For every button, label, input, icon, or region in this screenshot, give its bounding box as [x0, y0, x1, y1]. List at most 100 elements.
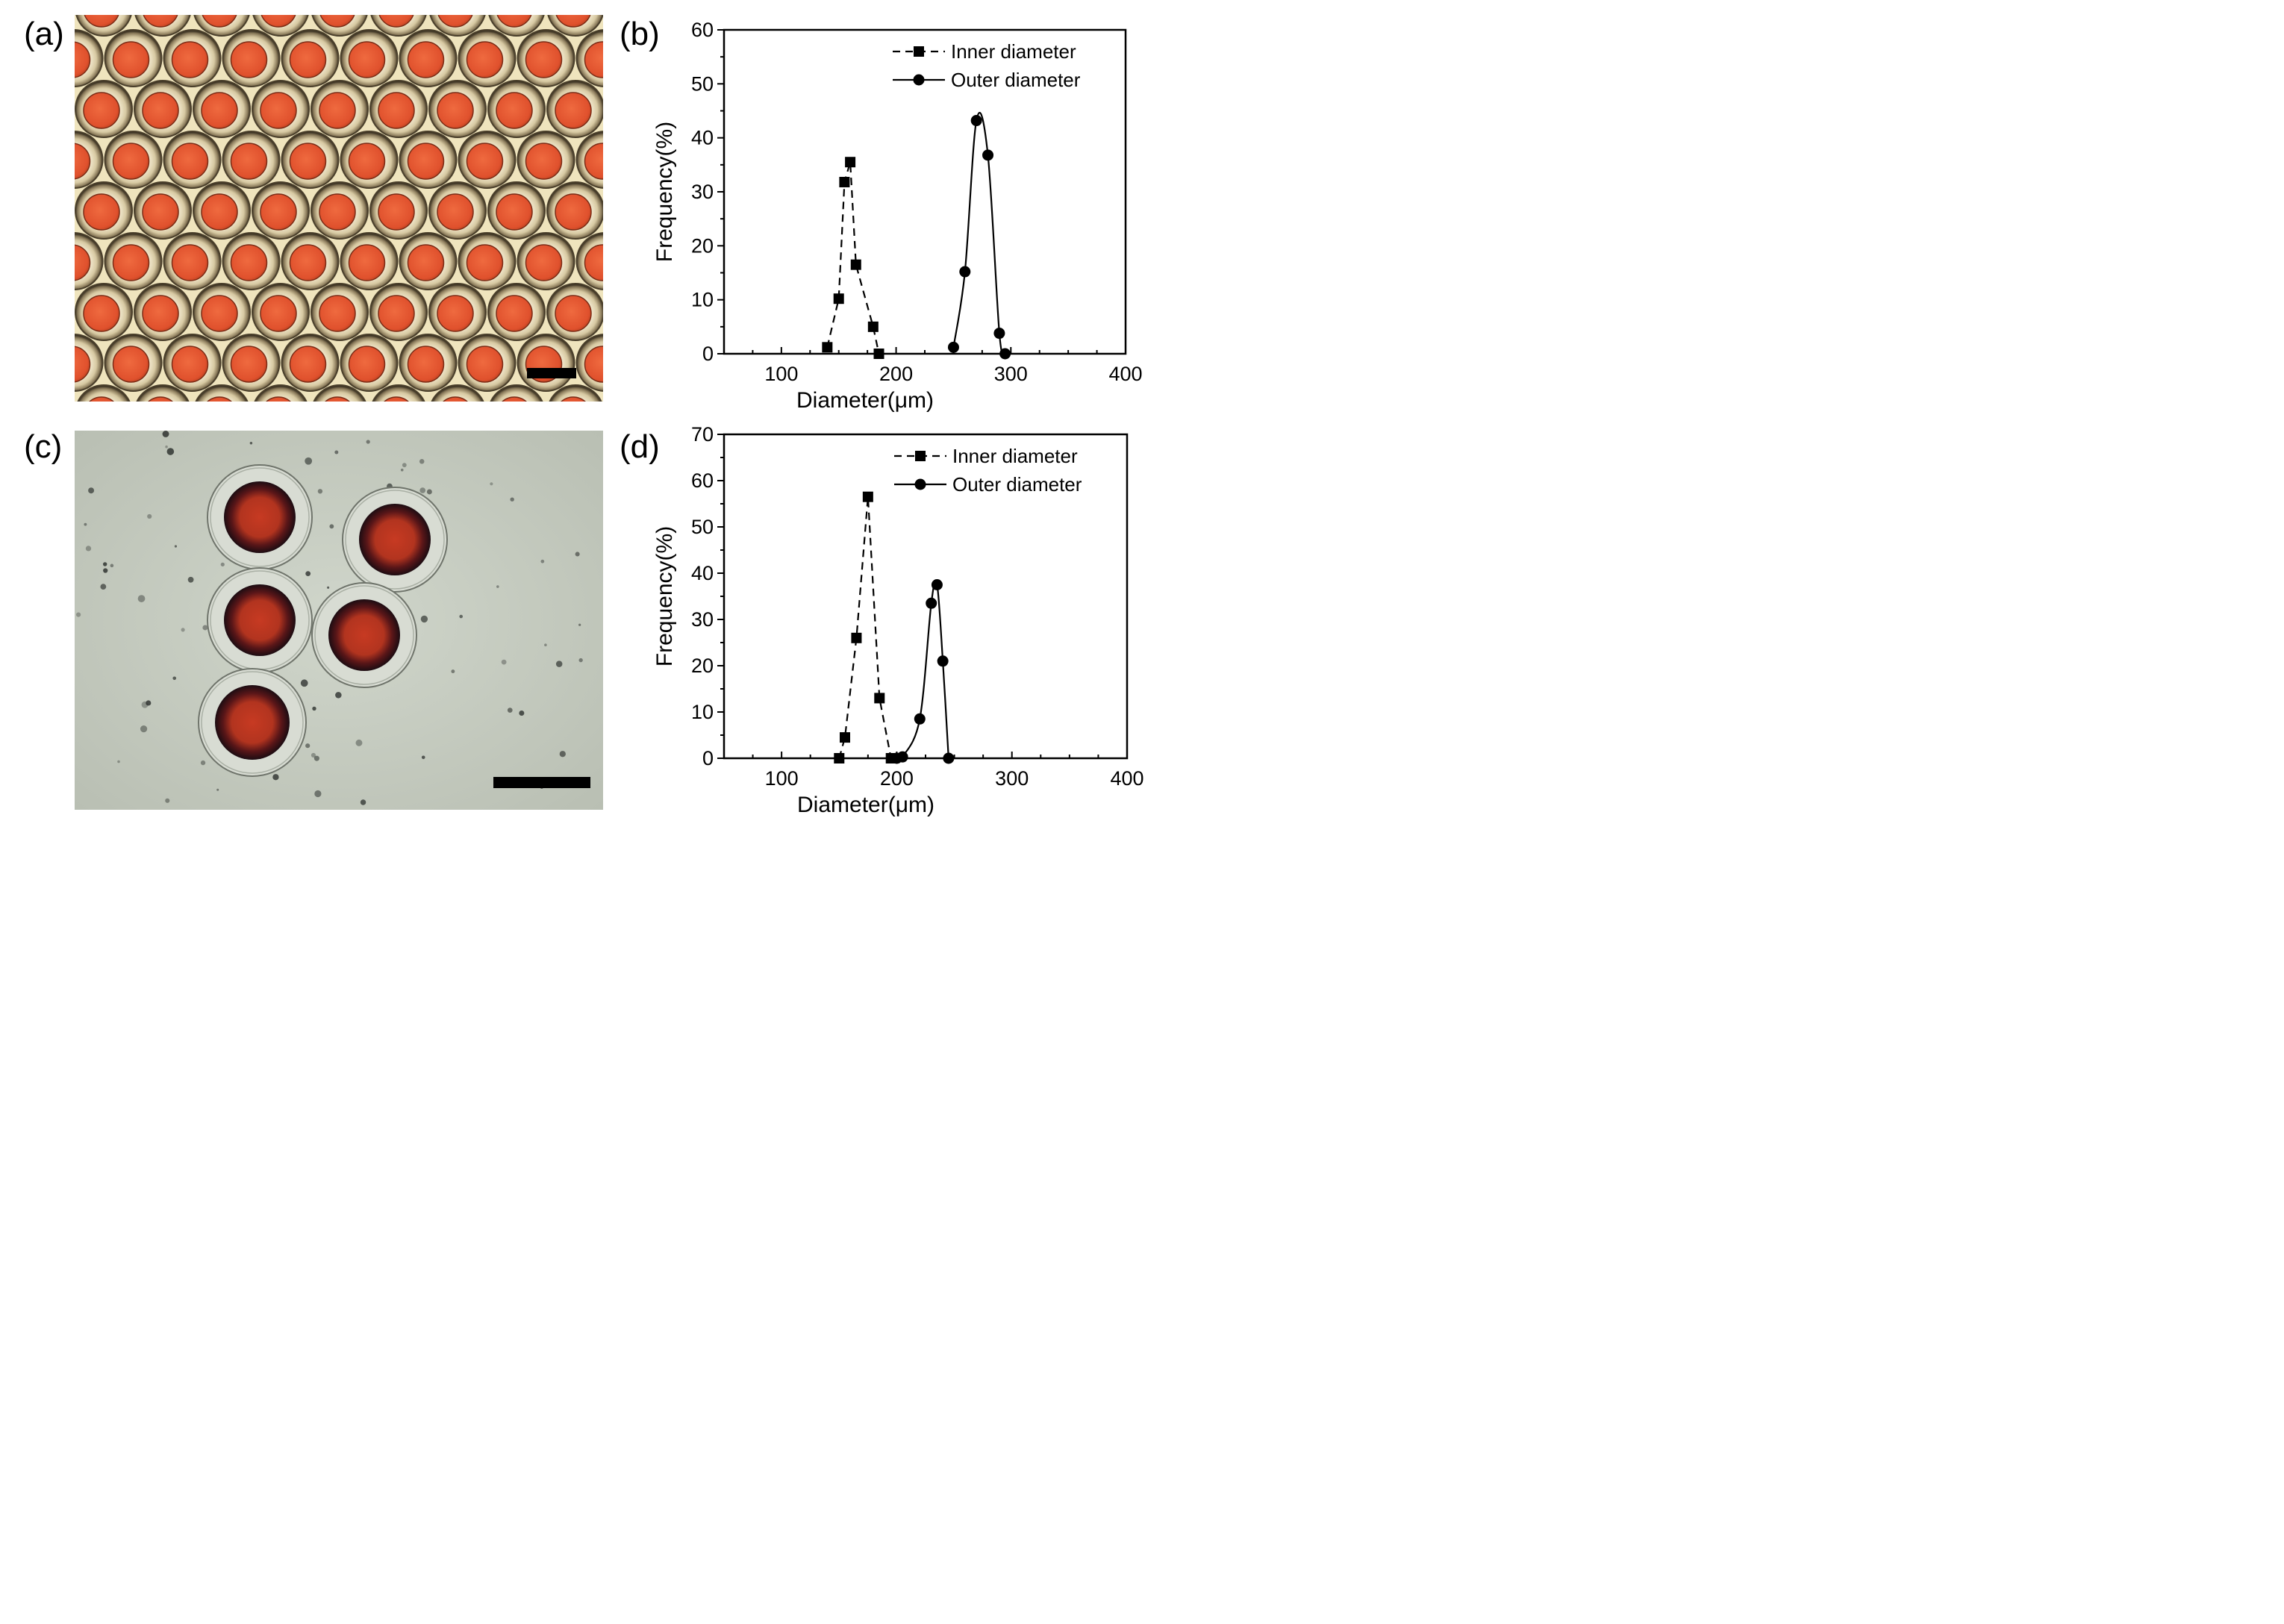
droplet-a	[546, 283, 603, 341]
debris-particle	[451, 669, 455, 674]
scale-bar-a	[527, 368, 576, 378]
droplet-a	[488, 15, 545, 37]
debris-particle	[578, 658, 583, 663]
droplet-a	[311, 181, 369, 240]
legend-label: Inner diameter	[952, 445, 1078, 467]
y-tick-label: 70	[691, 423, 714, 446]
y-tick-label: 50	[691, 72, 714, 95]
droplet-a	[163, 131, 222, 189]
data-point-square	[873, 349, 884, 359]
debris-particle	[75, 612, 81, 617]
droplet-core	[230, 346, 268, 383]
droplet-core	[89, 396, 114, 402]
debris-particle	[102, 562, 107, 566]
data-point-square	[851, 632, 862, 643]
droplet-core	[614, 397, 650, 433]
droplet-a	[431, 384, 484, 402]
y-tick-label: 20	[691, 655, 714, 677]
droplet-core	[437, 15, 473, 28]
droplet-a	[549, 384, 602, 402]
droplet-a	[134, 283, 192, 341]
debris-particle	[166, 448, 175, 455]
x-tick-label: 300	[995, 767, 1029, 790]
debris-particle	[174, 545, 178, 548]
debris-particle	[510, 497, 514, 502]
droplet-a	[369, 283, 428, 341]
droplet-core	[378, 193, 415, 231]
droplet-core	[319, 193, 356, 231]
data-point-circle	[943, 752, 955, 764]
droplet-shell	[431, 384, 484, 402]
droplet-a	[428, 80, 487, 138]
droplet-core	[83, 92, 120, 129]
debris-particle	[103, 568, 108, 573]
droplet-a	[104, 334, 163, 392]
data-point-circle	[947, 341, 959, 353]
droplet-a	[193, 80, 251, 138]
droplet-core	[289, 244, 327, 281]
y-tick-label: 10	[691, 701, 714, 723]
debris-particle	[272, 774, 279, 781]
droplet-a	[487, 80, 546, 138]
capsule-core	[359, 504, 431, 575]
legend-marker-circle	[913, 74, 925, 86]
debris-particle	[305, 571, 311, 576]
debris-particle	[334, 450, 339, 455]
droplet-a	[458, 232, 517, 290]
droplet-core	[202, 15, 237, 28]
debris-particle	[172, 676, 177, 681]
droplet-a	[429, 15, 486, 37]
debris-particle	[146, 700, 152, 706]
droplet-a	[193, 181, 251, 240]
x-tick-label: 300	[994, 363, 1028, 385]
droplet-core	[207, 396, 232, 402]
droplet-core	[266, 396, 291, 402]
debris-particle	[507, 708, 513, 713]
droplet-core	[466, 244, 504, 281]
droplet-shell	[75, 131, 104, 189]
debris-particle	[305, 457, 313, 465]
droplet-shell	[549, 384, 602, 402]
droplet-a	[222, 131, 281, 189]
droplet-core	[407, 346, 445, 383]
debris-particle	[426, 489, 432, 495]
debris-particle	[366, 440, 370, 444]
droplet-core	[378, 92, 415, 129]
droplet-core	[437, 295, 474, 332]
x-tick-label: 400	[1110, 767, 1143, 790]
droplet-core	[83, 295, 120, 332]
droplet-core	[25, 397, 60, 433]
droplet-a	[252, 80, 310, 138]
droplet-a	[75, 29, 104, 87]
droplet-a	[340, 131, 399, 189]
droplet-a	[458, 29, 517, 87]
droplet-core	[142, 92, 179, 129]
droplet-a	[369, 80, 428, 138]
droplet-a	[517, 334, 575, 392]
chart-b: 100 200 300 400 0 10 20 30 40 50 60 Diameter(μm) Fre…	[652, 19, 1143, 413]
chart-d: 100 200 300 400 0 10 20 30 40 50 60 70 Diameter(μm) F…	[652, 423, 1144, 817]
droplet-a	[399, 232, 458, 290]
x-tick-label: 200	[880, 767, 914, 790]
droplet-a	[75, 15, 132, 37]
droplet-core	[584, 143, 603, 180]
droplet-core	[75, 244, 91, 281]
panel-label-c: (c)	[24, 428, 62, 465]
x-tick-label: 100	[764, 363, 798, 385]
debris-particle	[200, 760, 206, 766]
droplet-a	[546, 80, 603, 138]
droplet-core	[201, 193, 238, 231]
droplet-a	[399, 131, 458, 189]
droplet-core	[437, 92, 474, 129]
debris-particle	[400, 468, 404, 472]
droplet-a	[252, 15, 309, 37]
droplet-a	[340, 334, 399, 392]
debris-particle	[329, 524, 334, 529]
data-point-circle	[970, 115, 982, 127]
droplet-shell	[313, 384, 366, 402]
droplet-shell	[606, 284, 663, 340]
droplet-a	[252, 283, 310, 341]
droplet-core	[348, 244, 386, 281]
droplet-core	[384, 396, 409, 402]
droplet-core	[614, 296, 650, 331]
